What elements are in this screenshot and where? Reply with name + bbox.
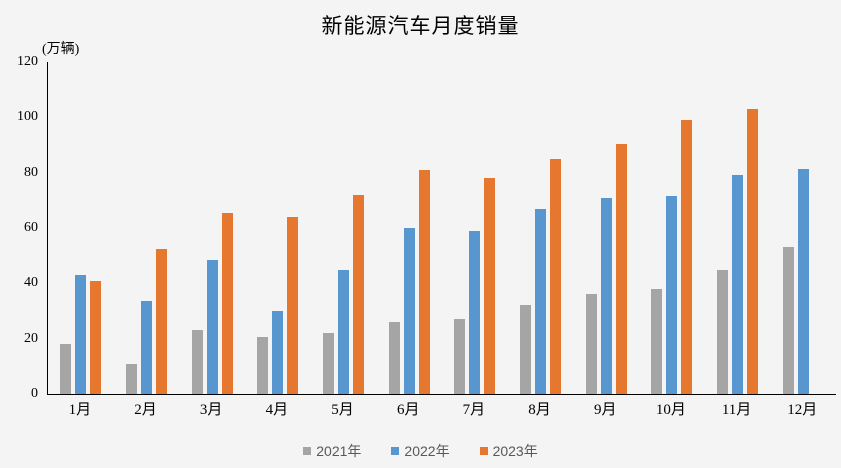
x-tick-label-6月: 6月	[396, 402, 420, 418]
bar-group-8月	[508, 62, 574, 394]
bar-2022年-6月	[403, 228, 415, 394]
bar-2023年-2月	[156, 248, 167, 394]
legend-label-2021年: 2021年	[316, 443, 362, 459]
bar-2021年-1月	[60, 344, 72, 394]
bar-2021年-12月	[782, 247, 794, 394]
bar-2021年-5月	[323, 333, 335, 394]
bar-group-12月	[770, 62, 836, 394]
y-tick-label: 60	[24, 220, 38, 235]
y-tick-label: 0	[31, 386, 38, 401]
bar-2023年-6月	[418, 169, 430, 394]
x-tick-label-5月: 5月	[331, 402, 354, 418]
bar-2022年-4月	[272, 311, 284, 394]
bar-2022年-10月	[666, 196, 678, 394]
bar-group-3月	[179, 62, 245, 394]
bar-group-9月	[573, 62, 639, 394]
y-axis-unit-label: (万辆)	[42, 42, 80, 57]
legend-item-2022年: 2022年	[391, 441, 450, 461]
bar-group-10月	[639, 62, 705, 394]
bar-2022年-1月	[75, 275, 87, 394]
y-tick-label: 120	[17, 54, 38, 69]
bar-group-1月	[48, 62, 114, 394]
x-tick-label-2月: 2月	[134, 402, 157, 418]
bar-group-7月	[442, 62, 508, 394]
y-tick-label: 100	[17, 109, 38, 125]
bar-2023年-5月	[353, 194, 365, 394]
x-tick-label-12月: 12月	[787, 402, 818, 418]
bar-2022年-11月	[732, 175, 744, 394]
legend-label-2022年: 2022年	[404, 443, 450, 459]
legend-label-2023年: 2023年	[492, 443, 538, 459]
bar-2022年-3月	[206, 259, 218, 394]
x-axis: 1月 2月 3月 4月 5月 6月 7月 8月 9月 10月 11月 12月	[47, 399, 835, 421]
bar-group-6月	[376, 62, 442, 394]
bar-2021年-4月	[257, 337, 269, 394]
bar-2023年-11月	[747, 109, 759, 394]
x-tick-label-7月: 7月	[462, 402, 486, 418]
legend-item-2021年: 2021年	[303, 441, 361, 461]
x-tick-label-4月: 4月	[265, 402, 289, 418]
legend-swatch-2021年	[303, 447, 312, 455]
bar-2022年-5月	[338, 269, 350, 394]
bar-2022年-7月	[469, 230, 481, 394]
legend-item-2023年: 2023年	[479, 441, 538, 461]
plot-area	[47, 62, 836, 395]
bar-2023年-7月	[484, 178, 496, 394]
bar-2023年-4月	[287, 216, 299, 394]
x-tick-label-9月: 9月	[593, 402, 617, 418]
bar-2021年-9月	[585, 294, 597, 394]
bar-2021年-2月	[126, 363, 137, 394]
legend-swatch-2022年	[391, 447, 400, 455]
bar-2022年-12月	[797, 168, 809, 394]
bar-2023年-1月	[90, 280, 102, 394]
x-tick-label-10月: 10月	[655, 402, 686, 418]
bar-group-11月	[705, 62, 771, 394]
x-tick-label-3月: 3月	[199, 402, 223, 418]
bar-2022年-2月	[141, 301, 152, 394]
bar-group-5月	[311, 62, 377, 394]
legend: 2021年 2022年 2023年	[0, 441, 841, 461]
y-tick-label: 40	[24, 275, 38, 291]
bar-2023年-8月	[550, 158, 562, 394]
bar-2021年-8月	[520, 305, 532, 394]
bar-2022年-9月	[600, 197, 612, 394]
bar-group-4月	[245, 62, 311, 394]
x-tick-label-1月: 1月	[68, 402, 92, 418]
chart-title: 新能源汽车月度销量	[321, 14, 520, 38]
legend-swatch-2023年	[479, 447, 488, 455]
x-tick-label-11月: 11月	[721, 402, 752, 418]
bar-2023年-3月	[221, 212, 233, 394]
y-tick-label: 20	[24, 330, 38, 346]
bar-2021年-10月	[651, 288, 663, 394]
bar-2022年-8月	[535, 208, 547, 394]
bar-group-2月	[114, 62, 180, 394]
bar-2023年-10月	[681, 120, 693, 394]
bar-2021年-3月	[191, 330, 203, 394]
bar-2021年-7月	[454, 319, 466, 394]
bar-2021年-6月	[388, 322, 400, 394]
bar-2023年-9月	[615, 143, 627, 394]
bar-2021年-11月	[717, 269, 729, 394]
y-tick-label: 80	[24, 164, 38, 180]
x-tick-label-8月: 8月	[528, 402, 551, 418]
